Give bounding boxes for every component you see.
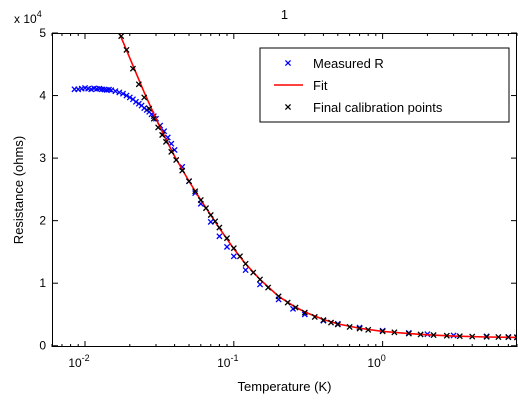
measured-point	[242, 267, 249, 274]
calibration-point	[256, 276, 264, 283]
x-tick-label: 10-2	[68, 353, 89, 370]
calibration-point	[118, 33, 125, 40]
calibration-point	[230, 245, 237, 252]
axes-frame	[52, 33, 517, 347]
x-tick-exponent: 0	[381, 353, 386, 363]
x-tick-base: 10	[68, 356, 82, 370]
calibration-point	[192, 188, 199, 195]
calibration-point	[443, 332, 450, 339]
legend-label: Fit	[313, 78, 328, 93]
calibration-point	[365, 326, 372, 333]
measured-point	[126, 94, 133, 101]
x-tick-label: 10-1	[217, 353, 238, 370]
calibration-point	[223, 235, 231, 242]
measured-point	[123, 92, 130, 99]
calibration-point	[469, 333, 476, 340]
calibration-point	[334, 321, 341, 328]
calibration-point	[275, 293, 282, 300]
calibration-point	[417, 331, 424, 338]
calibration-point	[379, 328, 386, 335]
calibration-point	[146, 105, 153, 112]
calibration-point	[173, 156, 180, 164]
legend-entry-1: Measured R	[284, 56, 384, 71]
calibration-point	[327, 319, 335, 326]
y-tick-label: 4	[39, 89, 46, 103]
legend-label: Final calibration points	[313, 100, 443, 115]
calibration-point	[495, 333, 502, 341]
chart-title: 1	[281, 7, 288, 22]
calibration-point	[150, 115, 157, 122]
measured-point	[132, 98, 140, 105]
legend-entry-2: Fit	[274, 78, 328, 93]
calibration-point	[320, 317, 327, 324]
calibration-point	[216, 224, 223, 231]
legend: Measured R Fit Final calibration points	[259, 47, 510, 123]
calibration-point	[141, 94, 148, 101]
calibration-point	[292, 304, 299, 311]
calibration-point	[513, 334, 517, 341]
y-multiplier-exponent: 4	[37, 9, 42, 19]
calibration-point	[311, 313, 318, 321]
series-3	[118, 33, 517, 341]
measured-point	[223, 243, 231, 250]
calibration-point	[185, 178, 193, 185]
calibration-point	[236, 253, 244, 260]
calibration-point	[197, 196, 204, 204]
legend-entry-3: Final calibration points	[284, 100, 443, 115]
measured-point	[116, 89, 123, 96]
calibration-point	[391, 329, 398, 336]
calibration-point	[242, 260, 249, 267]
calibration-point	[129, 65, 137, 72]
calibration-point	[505, 334, 512, 341]
calibration-point	[250, 269, 257, 276]
calibration-point	[265, 284, 272, 291]
legend-marker-swatch	[284, 59, 292, 67]
y-tick-label: 0	[39, 339, 46, 353]
calibration-point	[483, 333, 490, 340]
measured-point	[230, 253, 237, 260]
calibration-point	[430, 332, 437, 339]
legend-marker-swatch	[284, 103, 292, 111]
calibration-point	[405, 330, 412, 337]
measured-point	[216, 233, 223, 240]
calibration-point	[155, 124, 162, 131]
y-axis-multiplier: x 104	[14, 9, 42, 26]
y-multiplier-base: x 10	[14, 12, 37, 26]
calibration-point	[456, 333, 463, 340]
calibration-point	[159, 131, 166, 139]
measured-point	[256, 281, 264, 288]
x-axis-label: Temperature (K)	[238, 379, 332, 394]
calibration-point	[212, 218, 219, 225]
measured-point	[119, 90, 127, 97]
calibration-point	[135, 81, 142, 88]
legend-label: Measured R	[313, 56, 384, 71]
calibration-point	[123, 46, 130, 53]
calibration-point	[346, 323, 353, 331]
y-tick-label: 5	[39, 26, 46, 40]
y-tick-label: 3	[39, 151, 46, 165]
y-tick-label: 2	[39, 214, 46, 228]
series-layer	[71, 33, 517, 341]
calibration-point	[162, 138, 170, 145]
calibration-point	[202, 205, 210, 212]
legend-entries: Measured R Fit Final calibration points	[274, 56, 443, 115]
x-tick-base: 10	[217, 356, 231, 370]
calibration-point	[356, 325, 363, 332]
calibration-point	[179, 167, 186, 174]
x-tick-exponent: -1	[230, 353, 238, 363]
x-tick-exponent: -2	[82, 353, 90, 363]
x-tick-label: 100	[367, 353, 385, 370]
y-axis-label: Resistance (ohms)	[11, 136, 26, 244]
x-tick-base: 10	[367, 356, 381, 370]
calibration-point	[284, 299, 291, 306]
y-tick-label: 1	[39, 276, 46, 290]
calibration-point	[207, 211, 214, 219]
calibration-point	[168, 148, 175, 155]
calibration-point	[301, 309, 308, 316]
